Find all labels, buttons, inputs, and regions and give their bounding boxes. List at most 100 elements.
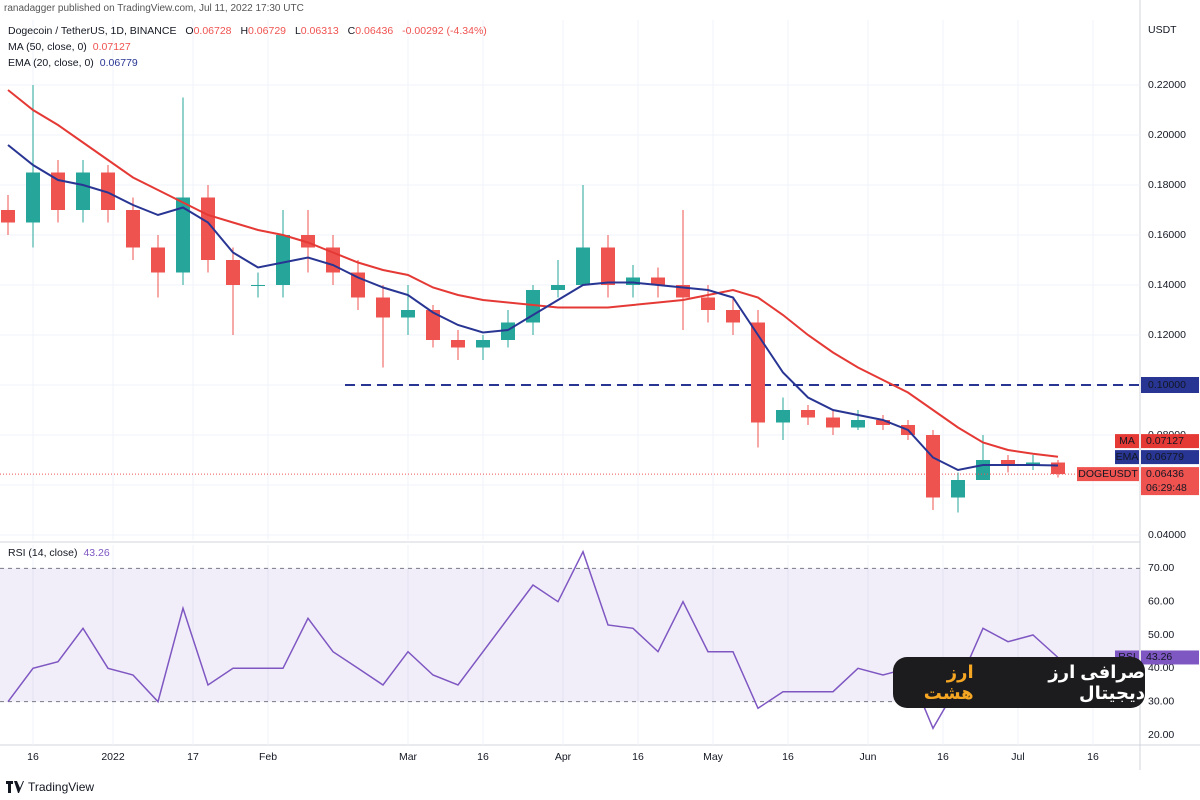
- candle-body: [126, 210, 140, 248]
- indicator-line: [7, 144, 1059, 472]
- x-tick-label: Mar: [399, 751, 418, 763]
- watermark-highlight: ارز هشت: [923, 661, 974, 703]
- price-legend: Dogecoin / TetherUS, 1D, BINANCE O0.0672…: [8, 25, 487, 37]
- candle-body: [451, 340, 465, 348]
- ohlc-label: H: [240, 25, 249, 37]
- legend-name: EMA (20, close, 0): [8, 57, 94, 69]
- y-tick-label: 0.20000: [1148, 129, 1186, 141]
- y-tick-label: 60.00: [1148, 595, 1174, 607]
- rsi-legend: RSI (14, close) 43.26: [8, 547, 110, 559]
- x-tick-label: Apr: [555, 751, 572, 763]
- legend-value: 43.26: [83, 547, 110, 559]
- ma-legend: MA (50, close, 0) 0.07127: [8, 41, 131, 53]
- candle-body: [1026, 462, 1040, 465]
- x-tick-label: 2022: [101, 751, 125, 763]
- legend-name: MA (50, close, 0): [8, 41, 87, 53]
- candle-body: [1001, 460, 1015, 465]
- candle-body: [1, 210, 15, 223]
- brand-logo: [6, 781, 24, 793]
- candle-body: [76, 172, 90, 210]
- indicator-line: [7, 89, 1059, 458]
- candle-body: [376, 297, 390, 318]
- legend-value: 0.07127: [92, 41, 131, 53]
- candle-body: [276, 235, 290, 285]
- candle-body: [851, 420, 865, 428]
- x-tick-label: 16: [1087, 751, 1099, 763]
- candle-body: [401, 310, 415, 318]
- candle-body: [351, 272, 365, 298]
- x-tick-label: 16: [477, 751, 489, 763]
- y-tick-label: 70.00: [1148, 562, 1174, 574]
- candle-body: [26, 172, 40, 223]
- axis-tag-name: MA: [1119, 435, 1135, 447]
- price-tag-bg: [1141, 467, 1199, 496]
- axis-tag-value: 0.07127: [1146, 435, 1184, 447]
- symbol-tag: DOGEUSDT: [1078, 468, 1138, 480]
- y-tick-label: 50.00: [1148, 629, 1174, 641]
- axis-unit: USDT: [1148, 24, 1177, 36]
- y-tick-label: 0.16000: [1148, 229, 1186, 241]
- axis-tag-value: 43.26: [1146, 651, 1172, 663]
- y-tick-label: 0.12000: [1148, 329, 1186, 341]
- ohlc-value: 0.06729: [248, 25, 287, 37]
- candle-body: [726, 310, 740, 323]
- candle-body: [251, 285, 265, 286]
- candle-body: [626, 277, 640, 285]
- x-tick-label: 17: [187, 751, 199, 763]
- y-tick-label: 20.00: [1148, 729, 1174, 741]
- axis-tag-bg: [1141, 450, 1199, 465]
- candle-body: [876, 420, 890, 425]
- watermark-text: صرافی ارز دیجیتال: [1048, 661, 1145, 703]
- candle-body: [226, 260, 240, 285]
- x-tick-label: Feb: [259, 751, 277, 763]
- ohlc-value: 0.06436: [355, 25, 394, 37]
- axis-tag-bg: [1141, 650, 1199, 665]
- candle-body: [601, 247, 615, 285]
- candle-body: [476, 340, 490, 348]
- y-tick-label: 0.14000: [1148, 279, 1186, 291]
- candle-body: [701, 297, 715, 310]
- candle-body: [551, 285, 565, 290]
- rsi-line: [7, 549, 1059, 730]
- candle-body: [1051, 462, 1065, 475]
- level-label: 0.10000: [1148, 379, 1186, 391]
- symbol-title: Dogecoin / TetherUS, 1D, BINANCE: [8, 25, 177, 37]
- legend-value: 0.06779: [99, 57, 138, 69]
- y-tick-label: 0.22000: [1148, 79, 1186, 91]
- symbol-tag-bg: [1077, 467, 1139, 482]
- ohlc-value: 0.06728: [193, 25, 232, 37]
- ohlc-label: L: [294, 25, 301, 37]
- countdown: 06:29:48: [1146, 482, 1187, 494]
- publish-info: ranadagger published on TradingView.com,…: [4, 3, 304, 14]
- axis-tag-name: EMA: [1116, 451, 1139, 463]
- ohlc-value: 0.06313: [300, 25, 339, 37]
- candle-body: [426, 310, 440, 340]
- axis-tag-value: 0.06779: [1146, 451, 1184, 463]
- x-tick-label: Jul: [1011, 751, 1024, 763]
- x-tick-label: May: [703, 751, 724, 763]
- candle-body: [751, 322, 765, 423]
- ema-legend: EMA (20, close, 0) 0.06779: [8, 57, 138, 69]
- axis-tag-bg: [1141, 434, 1199, 449]
- candle-body: [101, 172, 115, 210]
- x-tick-label: 16: [937, 751, 949, 763]
- ohlc-label: O: [185, 25, 194, 37]
- y-tick-label: 0.04000: [1148, 529, 1186, 541]
- legend-name: RSI (14, close): [8, 547, 78, 559]
- price-tag: 0.06436: [1146, 468, 1184, 480]
- footer: TradingView: [6, 780, 94, 794]
- candle-body: [826, 417, 840, 428]
- x-tick-label: 16: [782, 751, 794, 763]
- candle-body: [576, 247, 590, 285]
- candle-body: [776, 410, 790, 423]
- candle-body: [976, 460, 990, 480]
- change: -0.00292 (-4.34%): [402, 25, 487, 37]
- axis-tag-bg: [1115, 450, 1139, 465]
- candle-body: [651, 277, 665, 285]
- x-tick-label: Jun: [860, 751, 877, 763]
- x-tick-label: 16: [632, 751, 644, 763]
- ohlc-label: C: [347, 25, 356, 37]
- axis-tag-bg: [1115, 434, 1139, 449]
- candle-body: [151, 247, 165, 273]
